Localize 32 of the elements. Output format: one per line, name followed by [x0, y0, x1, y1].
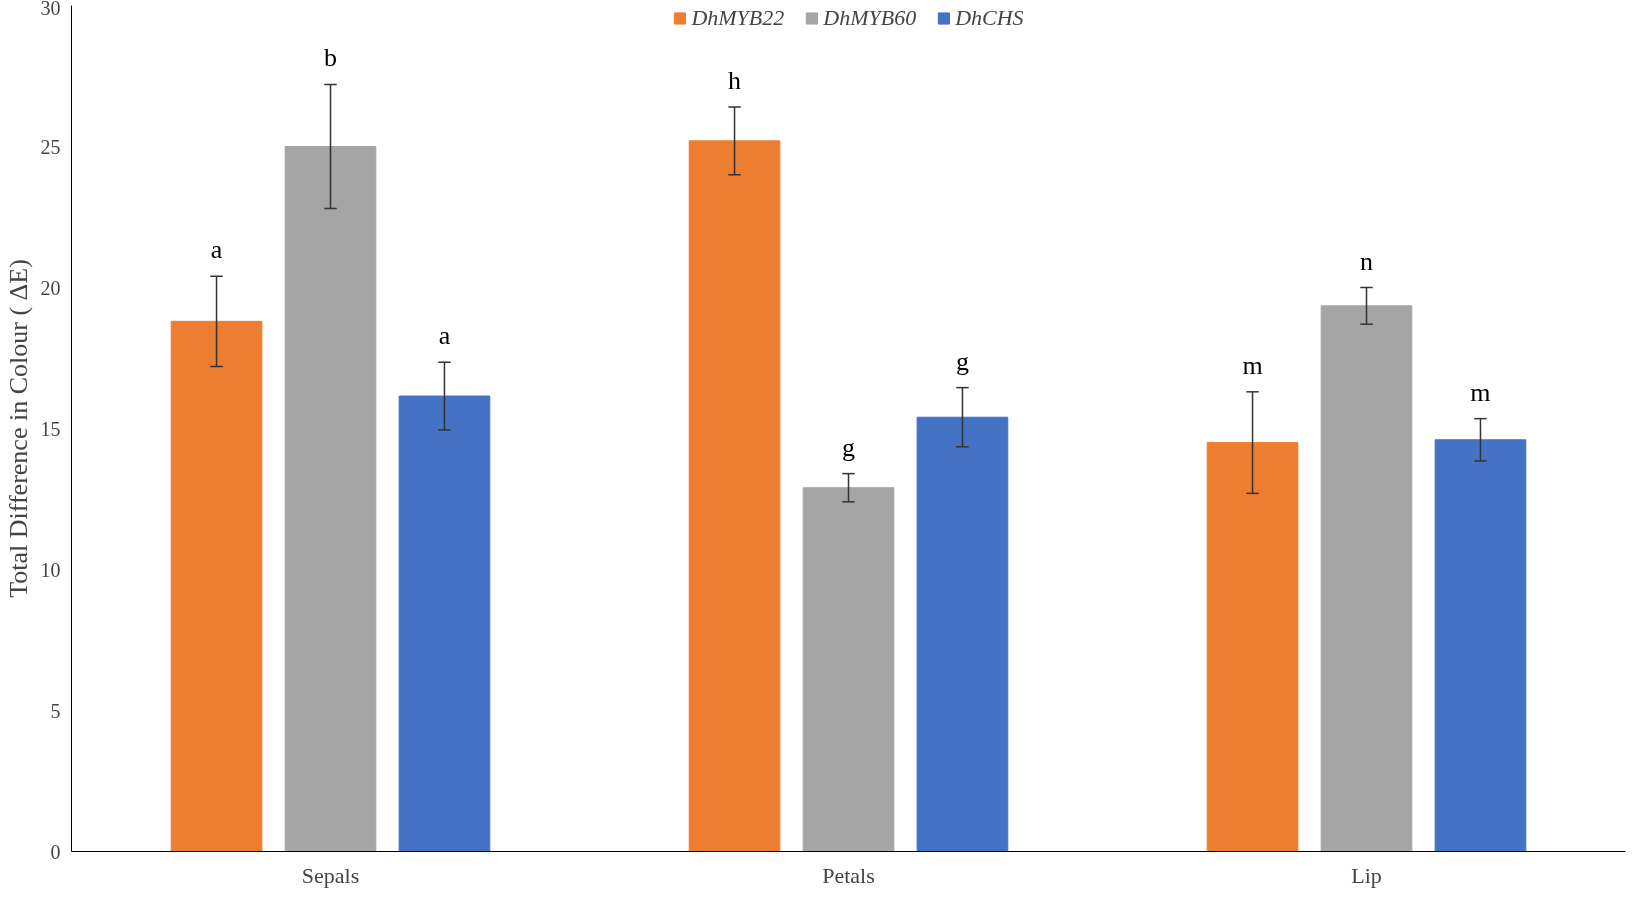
bar — [284, 146, 377, 852]
legend-label: DhCHS — [955, 5, 1024, 31]
x-tick-label: Sepals — [301, 862, 360, 888]
y-tick-label: 20 — [40, 276, 61, 299]
bar — [170, 320, 263, 852]
annotation: a — [438, 321, 451, 351]
legend-label: DhMYB60 — [823, 5, 917, 31]
bar — [398, 395, 491, 852]
annotation: m — [1470, 377, 1491, 407]
annotation: g — [955, 346, 969, 376]
y-tick-label: 5 — [50, 699, 61, 722]
annotation: m — [1242, 350, 1263, 380]
annotation: b — [324, 43, 337, 73]
y-tick-label: 25 — [40, 135, 61, 158]
y-tick-label: 10 — [40, 558, 61, 581]
y-axis-title: Total Difference in Colour ( ΔE) — [3, 259, 33, 598]
y-tick-label: 30 — [40, 0, 61, 19]
y-tick-label: 0 — [50, 840, 61, 863]
bar — [688, 140, 781, 852]
x-tick-label: Lip — [1351, 862, 1382, 888]
bar — [1434, 439, 1527, 852]
y-tick-label: 15 — [40, 417, 61, 440]
annotation: a — [210, 235, 223, 265]
annotation: n — [1360, 246, 1373, 276]
legend-label: DhMYB22 — [691, 5, 785, 31]
bar — [1320, 305, 1413, 852]
bar — [802, 487, 895, 852]
annotation: g — [842, 432, 855, 462]
bar — [1206, 442, 1299, 852]
annotation: h — [728, 66, 742, 96]
bar — [916, 416, 1009, 852]
x-tick-label: Petals — [822, 862, 875, 888]
